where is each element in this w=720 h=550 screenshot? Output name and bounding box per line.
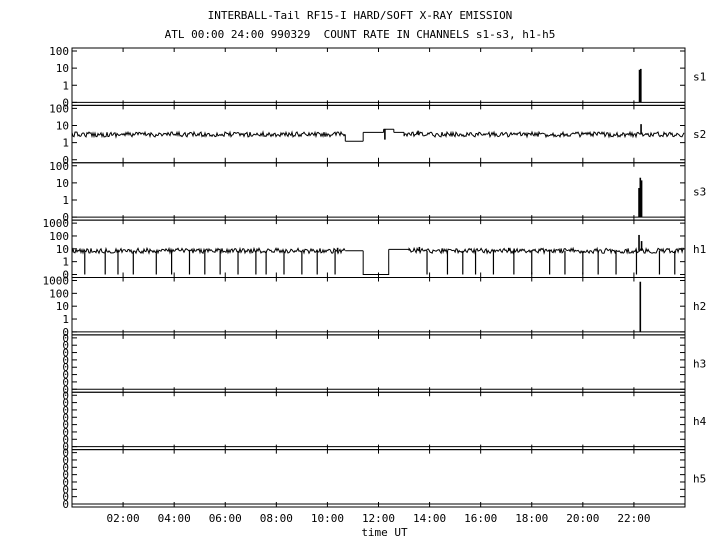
panel-label-h4: h4 [693,415,707,428]
series-line-s2 [71,128,685,142]
x-tick-label: 12:00 [362,512,395,525]
y-tick-label: 0 [62,332,69,345]
y-tick-label: 0 [62,491,69,504]
x-tick-label: 22:00 [617,512,650,525]
y-tick-label: 0 [62,426,69,439]
y-tick-label: 0 [62,347,69,360]
y-tick-label: 100 [49,45,69,58]
y-tick-label: 1000 [43,217,70,230]
panel-label-s1: s1 [693,71,706,84]
y-tick-label: 0 [62,211,69,224]
y-tick-label: 100 [49,160,69,173]
y-tick-label: 1 [62,79,69,92]
y-tick-label: 0 [62,154,69,167]
series-line-h1 [71,246,685,275]
y-tick-label: 10 [56,62,69,75]
panel-label-h2: h2 [693,300,706,313]
panel-frame-h2 [71,277,686,336]
panel-label-s3: s3 [693,185,706,198]
panel-frame-s1 [71,47,686,106]
y-tick-label: 1 [62,137,69,150]
x-tick-label: 10:00 [311,512,344,525]
y-tick-label: 0 [62,454,69,467]
y-tick-label: 10 [56,120,69,133]
y-tick-label: 1 [62,256,69,269]
y-tick-label: 1000 [43,275,70,288]
x-axis-label: time UT [361,526,408,539]
y-tick-label: 10 [56,177,69,190]
y-tick-label: 1 [62,313,69,326]
y-tick-label: 1 [62,194,69,207]
panel-frame-h5 [71,449,686,508]
panel-label-s2: s2 [693,128,706,141]
y-tick-label: 0 [62,326,69,339]
panel-label-h3: h3 [693,358,706,371]
y-tick-label: 0 [62,447,69,460]
y-tick-label: 0 [62,498,69,511]
panel-frame-h1 [71,219,686,278]
y-tick-label: 0 [62,461,69,474]
y-tick-label: 100 [49,102,69,115]
y-tick-label: 0 [62,96,69,109]
y-tick-label: 10 [56,300,69,313]
x-tick-label: 20:00 [566,512,599,525]
x-tick-label: 14:00 [413,512,446,525]
y-tick-label: 0 [62,354,69,367]
panel-frame-h4 [71,391,686,451]
y-tick-label: 0 [62,339,69,352]
x-tick-label: 18:00 [515,512,548,525]
y-tick-label: 0 [62,469,69,482]
y-tick-label: 100 [49,287,69,300]
x-tick-label: 02:00 [107,512,140,525]
y-tick-label: 0 [62,269,69,282]
y-tick-label: 0 [62,419,69,432]
x-tick-label: 04:00 [158,512,191,525]
y-tick-label: 0 [62,483,69,496]
panel-label-h5: h5 [693,472,706,485]
y-tick-label: 0 [62,411,69,424]
y-tick-label: 0 [62,404,69,417]
panel-label-h1: h1 [693,243,706,256]
y-tick-label: 0 [62,441,69,454]
y-tick-label: 0 [62,397,69,410]
x-tick-label: 16:00 [464,512,497,525]
panel-frame-h3 [71,334,686,393]
y-tick-label: 100 [49,230,69,243]
y-tick-label: 0 [62,433,69,446]
chart-subtitle: ATL 00:00 24:00 990329 COUNT RATE IN CHA… [164,28,556,41]
y-tick-label: 0 [62,389,69,402]
y-tick-label: 0 [62,476,69,489]
chart-title: INTERBALL-Tail RF15-I HARD/SOFT X-RAY EM… [207,9,513,22]
y-tick-label: 0 [62,361,69,374]
y-tick-label: 0 [62,369,69,382]
y-tick-label: 0 [62,376,69,389]
x-tick-label: 08:00 [260,512,293,525]
y-tick-label: 10 [56,243,69,256]
panel-frame-s3 [71,162,686,221]
y-tick-label: 0 [62,383,69,396]
x-tick-label: 06:00 [209,512,242,525]
